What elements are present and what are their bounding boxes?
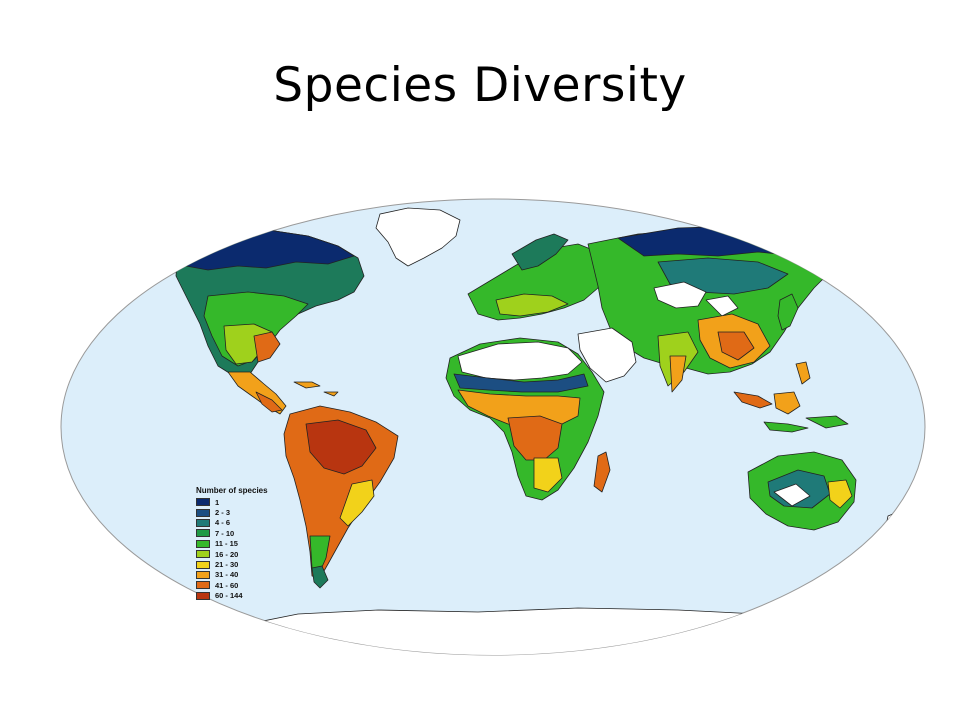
- land-madagascar: [593, 451, 611, 493]
- land-arabia: [577, 327, 637, 383]
- legend-item: 7 - 10: [196, 528, 286, 538]
- legend-label: 60 - 144: [215, 591, 243, 601]
- legend-label: 11 - 15: [215, 539, 238, 549]
- land-greenland: [375, 207, 461, 267]
- legend-swatch: [196, 539, 210, 548]
- land-north-america: [175, 229, 365, 415]
- land-caribbean: [293, 381, 339, 397]
- land-southeast-asia-islands: [733, 361, 849, 433]
- land-japan: [777, 293, 799, 331]
- legend-label: 16 - 20: [215, 549, 239, 559]
- world-map-svg: [60, 198, 926, 656]
- legend-swatch: [196, 560, 210, 569]
- land-africa: [445, 337, 605, 501]
- legend-swatch: [196, 591, 210, 600]
- legend-label: 2 - 3: [215, 508, 231, 518]
- legend-swatch: [196, 581, 210, 590]
- legend-swatch: [196, 498, 210, 507]
- slide-title: Species Diversity: [273, 58, 687, 113]
- legend-item: 60 - 144: [196, 591, 286, 601]
- legend-label: 41 - 60: [215, 580, 239, 590]
- legend-swatch: [196, 518, 210, 527]
- legend-label: 7 - 10: [215, 528, 235, 538]
- land-south-america: [283, 405, 399, 589]
- legend-label: 4 - 6: [215, 518, 231, 528]
- land-australia: [747, 451, 857, 531]
- legend-item: 4 - 6: [196, 518, 286, 528]
- legend-item: 1: [196, 497, 286, 507]
- legend-label: 21 - 30: [215, 560, 239, 570]
- legend-item: 21 - 30: [196, 559, 286, 569]
- world-map: [58, 196, 928, 658]
- legend-item: 2 - 3: [196, 507, 286, 517]
- legend-swatch: [196, 508, 210, 517]
- legend-swatch: [196, 529, 210, 538]
- land-antarctica: [197, 607, 919, 655]
- legend-title: Number of species: [196, 486, 268, 495]
- legend-item: 16 - 20: [196, 549, 286, 559]
- legend-label: 31 - 40: [215, 570, 239, 580]
- legend-item: 41 - 60: [196, 580, 286, 590]
- legend-item: 31 - 40: [196, 570, 286, 580]
- legend-label: 1: [215, 497, 220, 507]
- legend-swatch: [196, 550, 210, 559]
- legend-item: 11 - 15: [196, 539, 286, 549]
- legend-swatch: [196, 570, 210, 579]
